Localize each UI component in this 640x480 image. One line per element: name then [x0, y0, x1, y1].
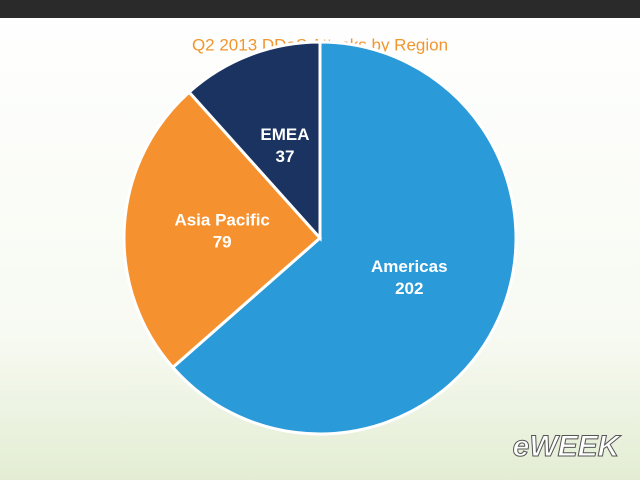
- top-bar: [0, 0, 640, 18]
- pie-slice: [122, 89, 323, 370]
- value-label: 37: [276, 147, 295, 166]
- slice-label: Americas: [371, 257, 448, 276]
- pie: Americas 202 Asia Pacific 79 EMEA 37: [122, 40, 518, 436]
- slice-label: EMEA: [260, 125, 309, 144]
- pie-slice: [187, 40, 322, 242]
- pie-slice: [170, 40, 518, 436]
- value-label: 79: [213, 233, 232, 252]
- logo: eWEEK: [513, 430, 622, 463]
- value-label: 202: [395, 279, 423, 298]
- slice-label: Asia Pacific: [174, 211, 269, 230]
